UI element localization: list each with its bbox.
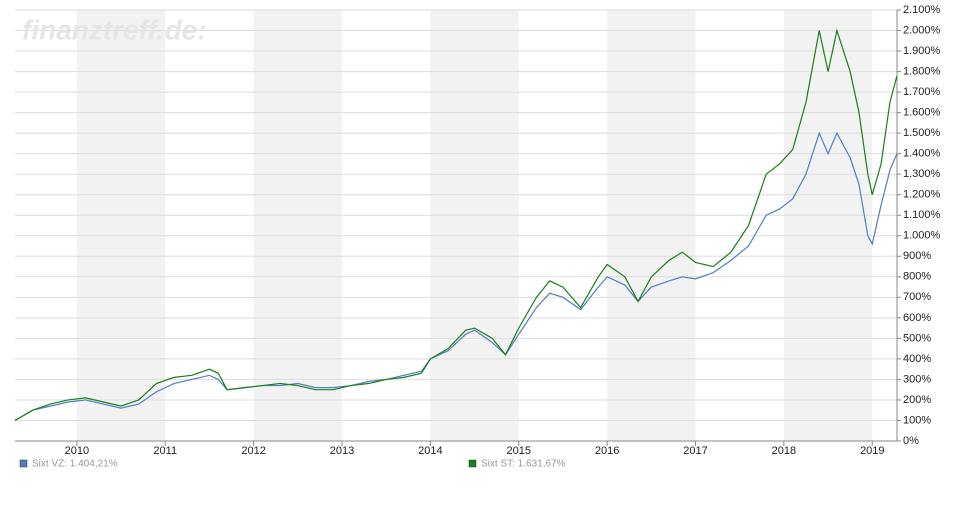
legend-label: Sixt VZ: 1.404,21% bbox=[32, 459, 118, 470]
y-tick-label: 1.700% bbox=[903, 86, 941, 98]
y-tick-label: 400% bbox=[903, 353, 931, 365]
x-tick-label: 2019 bbox=[860, 445, 884, 457]
x-tick-label: 2010 bbox=[65, 445, 89, 457]
y-tick-label: 2.000% bbox=[903, 24, 941, 36]
x-tick-label: 2013 bbox=[330, 445, 354, 457]
x-tick-label: 2012 bbox=[241, 445, 265, 457]
legend-swatch bbox=[19, 459, 28, 468]
y-tick-label: 1.400% bbox=[903, 148, 941, 160]
y-tick-label: 900% bbox=[903, 250, 931, 262]
x-tick-label: 2018 bbox=[772, 445, 796, 457]
y-tick-label: 1.000% bbox=[903, 230, 941, 242]
year-band bbox=[783, 10, 873, 441]
y-tick-label: 100% bbox=[903, 414, 931, 426]
x-tick-label: 2014 bbox=[418, 445, 442, 457]
y-tick-label: 200% bbox=[903, 394, 931, 406]
y-tick-label: 2.100% bbox=[903, 4, 941, 16]
x-tick-label: 2015 bbox=[507, 445, 531, 457]
legend-label: Sixt ST: 1.631,67% bbox=[481, 459, 566, 470]
y-tick-label: 500% bbox=[903, 332, 931, 344]
year-band bbox=[76, 10, 166, 441]
y-tick-label: 1.900% bbox=[903, 45, 941, 57]
y-tick-label: 1.800% bbox=[903, 65, 941, 77]
y-tick-label: 300% bbox=[903, 373, 931, 385]
y-tick-label: 1.100% bbox=[903, 209, 941, 221]
y-tick-label: 800% bbox=[903, 271, 931, 283]
y-tick-label: 1.600% bbox=[903, 107, 941, 119]
x-tick-label: 2017 bbox=[683, 445, 707, 457]
y-tick-label: 1.500% bbox=[903, 127, 941, 139]
year-band bbox=[253, 10, 342, 441]
y-tick-label: 700% bbox=[903, 291, 931, 303]
year-band bbox=[607, 10, 696, 441]
y-tick-label: 600% bbox=[903, 312, 931, 324]
bands bbox=[76, 10, 873, 441]
y-tick-label: 0% bbox=[903, 435, 919, 447]
legend-swatch bbox=[468, 459, 477, 468]
year-band bbox=[430, 10, 519, 441]
grid bbox=[15, 9, 897, 442]
x-tick-label: 2016 bbox=[595, 445, 619, 457]
series-line bbox=[14, 28, 898, 421]
y-tick-label: 1.300% bbox=[903, 168, 941, 180]
y-tick-label: 1.200% bbox=[903, 189, 941, 201]
x-tick-label: 2011 bbox=[153, 445, 177, 457]
watermark: finanztreff.de: bbox=[22, 14, 207, 45]
